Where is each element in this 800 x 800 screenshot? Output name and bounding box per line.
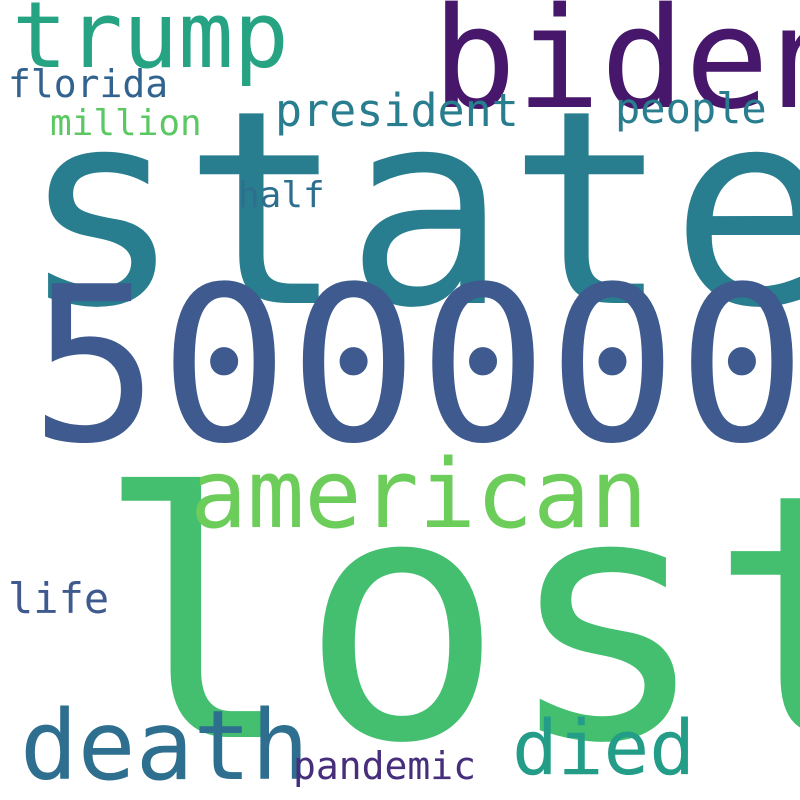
- word-pandemic: pandemic: [293, 744, 477, 788]
- word-trump: trump: [12, 0, 289, 89]
- word-half: half: [238, 175, 325, 216]
- word-american: american: [190, 440, 648, 550]
- word-people: people: [615, 84, 767, 133]
- word-florida: florida: [8, 62, 169, 106]
- word-life: life: [8, 574, 110, 623]
- word-500000: 500000: [30, 240, 800, 491]
- word-state: state: [20, 52, 800, 367]
- word-biden: biden: [432, 0, 800, 141]
- word-death: death: [20, 690, 309, 800]
- word-president: president: [275, 84, 519, 137]
- word-lost: lost: [95, 422, 800, 800]
- word-million: million: [50, 103, 202, 144]
- word-died: died: [512, 703, 696, 792]
